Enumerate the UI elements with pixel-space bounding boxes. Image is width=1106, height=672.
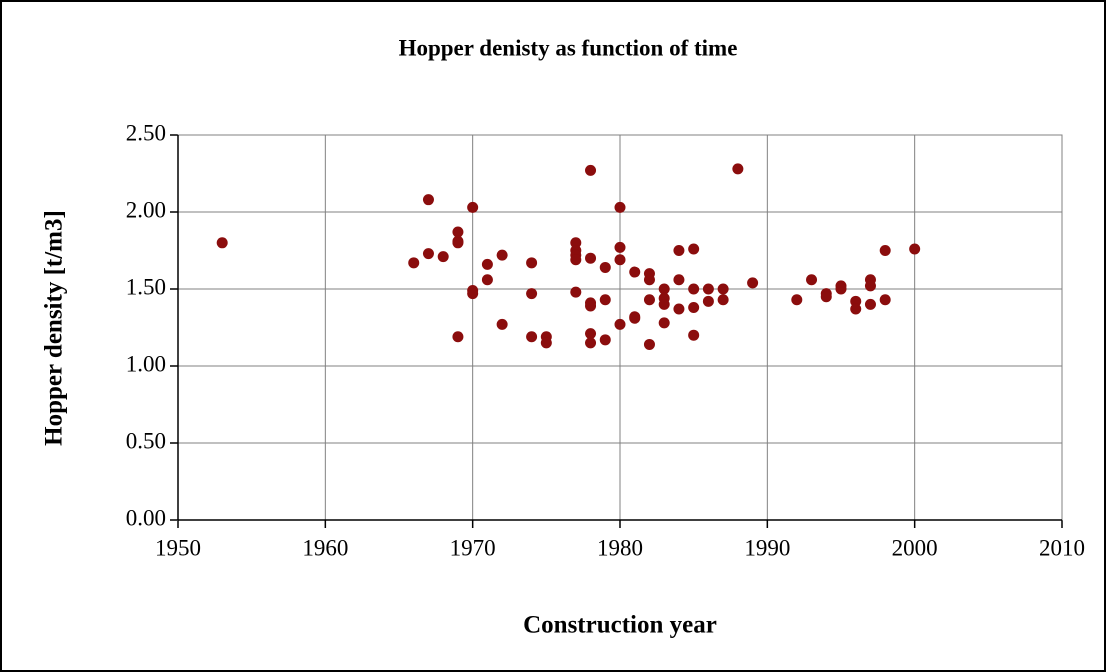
point [585, 337, 597, 349]
point [585, 328, 597, 340]
point [850, 295, 862, 307]
point [629, 312, 641, 324]
point [850, 303, 862, 315]
point [481, 274, 493, 286]
point [570, 254, 582, 266]
point [864, 298, 876, 310]
point [599, 334, 611, 346]
point [673, 245, 685, 256]
point [526, 257, 538, 269]
point [688, 243, 700, 255]
point [496, 249, 508, 261]
point [570, 286, 582, 298]
point [806, 274, 818, 286]
x-tick-label: 1990 [744, 535, 790, 560]
point [526, 331, 538, 343]
point [599, 261, 611, 273]
point [673, 303, 685, 315]
point [599, 294, 611, 306]
point [452, 226, 464, 238]
point [879, 245, 891, 256]
point [732, 163, 744, 175]
point [747, 277, 759, 289]
point [526, 288, 538, 300]
point [909, 243, 921, 255]
x-tick-label: 2000 [892, 535, 938, 560]
point [422, 248, 434, 260]
point [614, 254, 626, 266]
point [496, 318, 508, 330]
x-tick-label: 2010 [1039, 535, 1085, 560]
point [864, 280, 876, 292]
point [688, 283, 700, 295]
point [585, 164, 597, 176]
y-tick-label: 2.50 [126, 120, 166, 145]
point [702, 295, 714, 307]
x-tick-label: 1960 [302, 535, 348, 560]
point [408, 257, 420, 269]
x-tick-label: 1970 [450, 535, 496, 560]
point [216, 237, 228, 249]
point [467, 201, 479, 213]
point [452, 237, 464, 249]
x-axis-title: Construction year [523, 612, 717, 639]
point [717, 283, 729, 295]
point [688, 301, 700, 313]
point [614, 241, 626, 253]
point [835, 283, 847, 295]
point [717, 294, 729, 306]
y-tick-label: 1.00 [126, 351, 166, 376]
point [643, 274, 655, 286]
point [643, 294, 655, 306]
x-tick-label: 1950 [155, 535, 201, 560]
point [702, 283, 714, 295]
point [570, 237, 582, 249]
point [614, 201, 626, 213]
point [452, 331, 464, 343]
point [585, 300, 597, 312]
point [658, 298, 670, 310]
point [467, 288, 479, 300]
point [629, 266, 641, 278]
point [791, 294, 803, 306]
point [658, 317, 670, 329]
point [643, 338, 655, 350]
point [820, 291, 832, 303]
point [437, 251, 449, 263]
y-tick-label: 0.00 [126, 505, 166, 530]
y-tick-label: 2.00 [126, 197, 166, 222]
chart-title: Hopper denisty as function of time [399, 35, 738, 60]
y-axis-title: Hopper density [t/m3] [41, 210, 68, 446]
point [422, 194, 434, 206]
point [540, 337, 552, 349]
point [879, 294, 891, 306]
point [614, 318, 626, 330]
y-tick-label: 1.50 [126, 274, 166, 299]
point [658, 283, 670, 295]
point [585, 252, 597, 264]
x-tick-label: 1980 [597, 535, 643, 560]
y-tick-label: 0.50 [126, 428, 166, 453]
point [481, 258, 493, 270]
point [673, 274, 685, 286]
point [688, 329, 700, 341]
